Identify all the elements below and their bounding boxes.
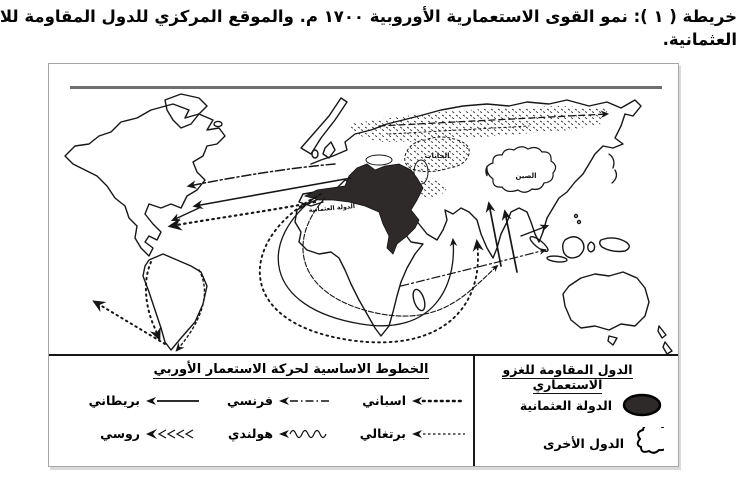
route-dutch-east-indies	[302, 197, 499, 317]
siberia-stipple-region	[349, 106, 609, 142]
route-portuguese-brazil	[175, 269, 206, 352]
route-indian-ocean	[400, 248, 547, 287]
route-into-india-2	[501, 209, 518, 273]
routes-legend-header: الخطوط الاساسية لحركة الاستعمار الأوربي	[153, 362, 429, 379]
south-america	[142, 253, 208, 351]
australia	[562, 271, 650, 331]
filled-ellipse-icon	[622, 393, 662, 417]
legend-item-dutch: هولندي	[214, 426, 334, 441]
legend-label-dutch: هولندي	[228, 426, 273, 441]
philippines	[573, 213, 579, 219]
legend-item-portuguese: برتغالي	[347, 426, 467, 441]
states-legend-row-ottoman: الدولة العثمانية	[520, 392, 664, 418]
route-spanish-pacific	[92, 300, 166, 345]
ireland	[311, 149, 319, 159]
philippines-2	[576, 219, 582, 225]
route-cape-outer-arc	[259, 193, 484, 344]
routes-legend-panel: الخطوط الاساسية لحركة الاستعمار الأوربي …	[49, 356, 473, 466]
khanates-map-label: الخانات	[425, 152, 450, 160]
scandinavia	[300, 97, 348, 155]
tasmania	[607, 335, 618, 346]
map-frame: الدولة العثمانية الخانات الصين الخطوط ال…	[48, 63, 679, 467]
colonial-route-arrows	[92, 110, 610, 352]
greenland	[164, 93, 208, 129]
russian-route-line-icon	[146, 428, 194, 439]
legend-item-russian: روسي	[81, 426, 201, 441]
caption-line-2: العثمانية.	[662, 30, 737, 50]
route-southeast-asia	[520, 224, 550, 237]
routes-legend-row-2: برتغالي هولندي روسي	[81, 426, 467, 441]
route-into-india-1	[485, 201, 502, 267]
china-region	[485, 146, 557, 193]
north-america	[64, 103, 226, 257]
black-sea	[365, 154, 393, 166]
map-top-rule	[70, 86, 662, 89]
routes-legend-row-1: اسباني فرنسي بريطاني	[81, 393, 467, 408]
states-legend-header: الدول المقاومة للغزو الاستعماري	[502, 362, 633, 394]
legend-item-british: بريطاني	[81, 393, 201, 408]
map-caption: خريطة ( ١ ): نمو القوى الاستعمارية الأور…	[0, 5, 737, 52]
ottoman-state-map-label: الدولة العثمانية	[308, 203, 355, 214]
new-zealand	[657, 325, 673, 355]
legend-label-other-states: الدول الأخرى	[543, 435, 624, 451]
japan	[608, 153, 618, 184]
caption-line-1: خريطة ( ١ ): نمو القوى الاستعمارية الأور…	[0, 7, 737, 26]
route-russian-siberia-2	[388, 125, 530, 135]
portuguese-route-line-icon	[412, 429, 465, 438]
british-route-line-icon	[146, 396, 199, 405]
route-caribbean	[170, 207, 200, 221]
khanates-region	[404, 136, 470, 173]
spanish-route-line-icon	[412, 396, 467, 405]
legend-label-spanish: اسباني	[362, 393, 406, 408]
route-cape-inner-arc	[277, 195, 458, 327]
new-guinea	[599, 237, 630, 253]
legend-label-russian: روسي	[100, 426, 140, 441]
china-map-label: الصين	[515, 172, 536, 180]
route-spanish-atlantic	[167, 200, 317, 231]
states-legend-row-other-states: الدول الأخرى	[543, 427, 664, 459]
british-isles	[322, 141, 336, 159]
sumatra	[529, 235, 549, 253]
ottoman-empire-region	[303, 163, 424, 255]
route-british-north-america	[192, 177, 352, 210]
legend-label-french: فرنسي	[226, 393, 273, 408]
sulawesi	[587, 241, 596, 253]
iceland	[213, 120, 223, 128]
legend-item-french: فرنسي	[214, 393, 334, 408]
route-french-north-america	[186, 163, 336, 189]
legend-label-british: بريطاني	[88, 393, 140, 408]
route-spanish-pacific-coast	[144, 261, 161, 341]
legend-label-ottoman-state: الدولة العثمانية	[519, 397, 612, 413]
madagascar	[412, 288, 426, 312]
borneo	[562, 236, 585, 259]
scalloped-outline-icon	[636, 427, 664, 454]
states-legend-panel: الدول المقاومة للغزو الاستعماري الدولة ا…	[473, 356, 678, 466]
map-legend: الخطوط الاساسية لحركة الاستعمار الأوربي …	[49, 354, 678, 466]
route-russian-siberia	[378, 110, 610, 127]
java	[546, 255, 568, 263]
legend-label-portuguese: برتغالي	[359, 426, 406, 441]
world-map: الدولة العثمانية الخانات الصين	[64, 93, 673, 355]
dutch-route-line-icon	[279, 429, 327, 438]
french-route-line-icon	[279, 396, 332, 405]
legend-item-spanish: اسباني	[347, 393, 467, 408]
